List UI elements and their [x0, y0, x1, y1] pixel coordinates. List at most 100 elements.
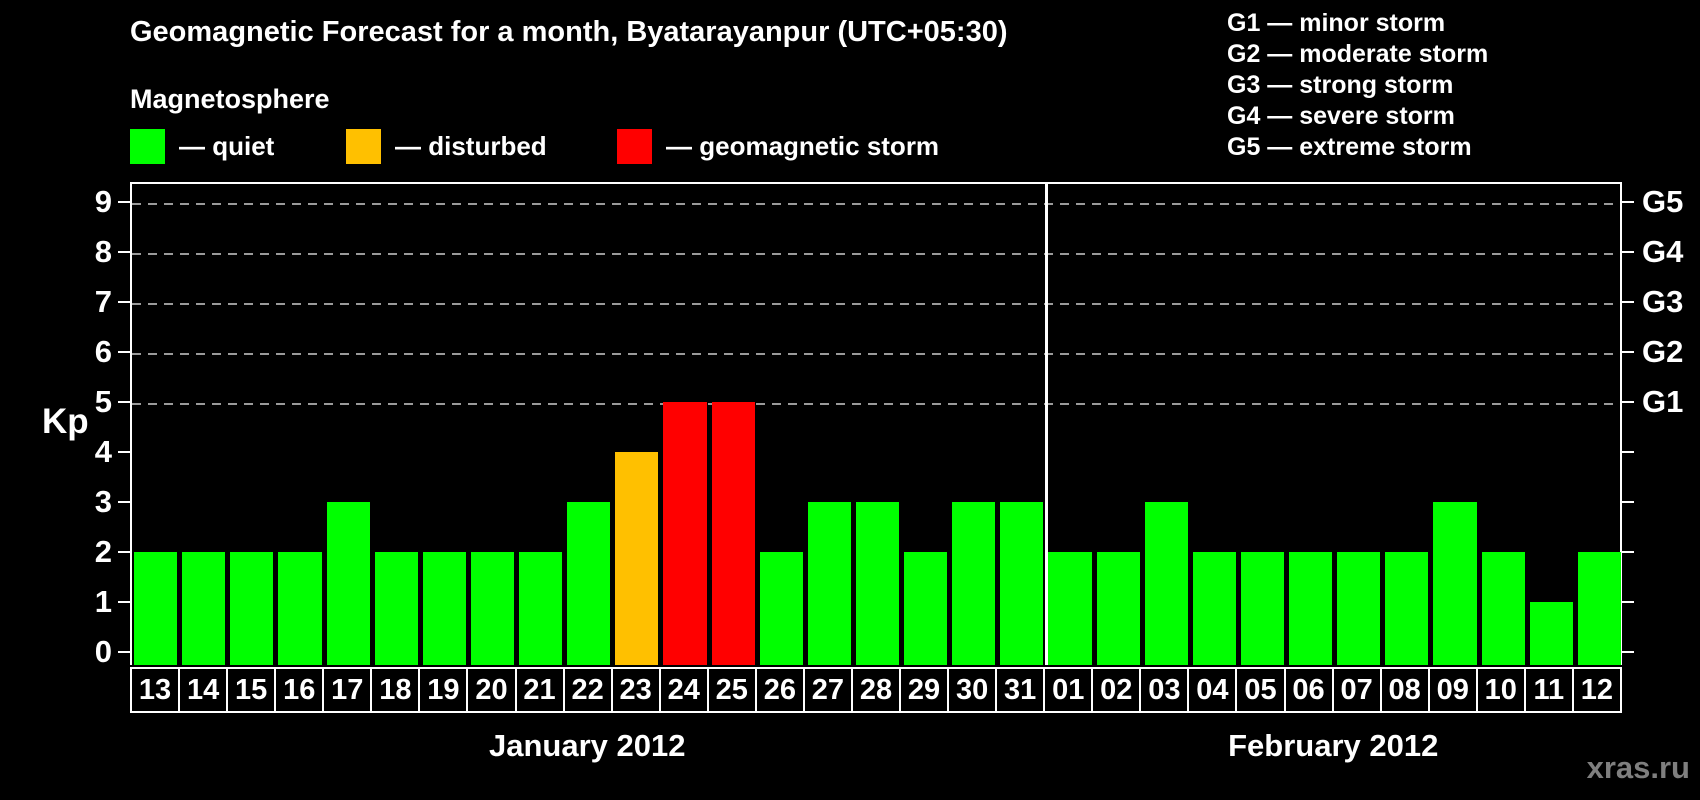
- g-axis-label-G2: G2: [1642, 334, 1684, 369]
- bar-day-24: [663, 402, 707, 665]
- date-cell-24: 24: [658, 667, 709, 713]
- date-cell-10: 10: [1475, 667, 1526, 713]
- y-axis-label-7: 7: [94, 284, 112, 319]
- bar-day-22: [567, 502, 611, 665]
- date-cell-12: 12: [1571, 667, 1622, 713]
- date-cell-05: 05: [1235, 667, 1286, 713]
- date-cell-29: 29: [899, 667, 950, 713]
- date-cell-31: 31: [995, 667, 1046, 713]
- date-cell-06: 06: [1283, 667, 1334, 713]
- bar-day-04: [1192, 552, 1236, 665]
- date-cell-23: 23: [610, 667, 661, 713]
- g-legend-line: G1 — minor storm: [1227, 9, 1446, 37]
- date-cell-22: 22: [562, 667, 613, 713]
- bar-day-18: [374, 552, 418, 665]
- g-legend-line: G4 — severe storm: [1227, 102, 1455, 130]
- date-cell-02: 02: [1091, 667, 1142, 713]
- right-tick-kp-5: [1622, 401, 1634, 403]
- bar-day-11: [1529, 602, 1573, 665]
- bar-day-23: [615, 452, 659, 665]
- bar-day-12: [1577, 552, 1621, 665]
- date-cell-25: 25: [706, 667, 757, 713]
- right-tick-kp-4: [1622, 451, 1634, 453]
- date-cell-27: 27: [802, 667, 853, 713]
- right-tick-kp-1: [1622, 601, 1634, 603]
- right-tick-kp-2: [1622, 551, 1634, 553]
- left-tick-kp-2: [118, 551, 130, 553]
- date-cell-08: 08: [1379, 667, 1430, 713]
- month-label: January 2012: [488, 728, 686, 763]
- g-axis-label-G1: G1: [1642, 384, 1684, 419]
- y-axis-label-6: 6: [94, 334, 112, 369]
- date-cell-13: 13: [130, 667, 181, 713]
- gridline-kp-9: [132, 203, 1620, 205]
- left-tick-kp-7: [118, 301, 130, 303]
- bar-day-10: [1481, 552, 1525, 665]
- date-cell-16: 16: [274, 667, 325, 713]
- disturbed-swatch-icon: [346, 128, 381, 164]
- kp-axis-label: Kp: [42, 402, 89, 441]
- g-scale-legend: G1 — minor storm G2 — moderate storm G3 — …: [1227, 8, 1488, 163]
- g-legend-line: G5 — extreme storm: [1227, 133, 1472, 161]
- bar-day-21: [519, 552, 563, 665]
- bar-day-06: [1289, 552, 1333, 665]
- watermark: xras.ru: [1586, 750, 1690, 785]
- g-legend-line: G2 — moderate storm: [1227, 40, 1489, 68]
- left-tick-kp-5: [118, 401, 130, 403]
- gridline-kp-5: [132, 403, 1620, 405]
- left-tick-kp-1: [118, 601, 130, 603]
- bar-day-03: [1144, 502, 1188, 665]
- left-tick-kp-6: [118, 351, 130, 353]
- bar-day-05: [1240, 552, 1285, 665]
- date-cell-20: 20: [466, 667, 517, 713]
- right-tick-kp-3: [1622, 501, 1634, 503]
- bar-day-28: [855, 502, 900, 665]
- month-label: February 2012: [1228, 728, 1439, 763]
- bar-day-08: [1385, 552, 1429, 665]
- bar-day-27: [807, 502, 851, 665]
- date-cell-03: 03: [1139, 667, 1190, 713]
- date-cell-07: 07: [1331, 667, 1382, 713]
- legend-item-disturbed: — disturbed: [346, 128, 547, 164]
- date-cell-26: 26: [754, 667, 805, 713]
- bar-day-26: [759, 552, 803, 665]
- bar-day-31: [1000, 502, 1044, 665]
- bar-day-07: [1337, 552, 1381, 665]
- right-tick-kp-7: [1622, 301, 1634, 303]
- plot-area: [130, 182, 1622, 665]
- date-cell-04: 04: [1187, 667, 1238, 713]
- legend-item-storm: — geomagnetic storm: [617, 128, 939, 164]
- left-tick-kp-9: [118, 201, 130, 203]
- left-tick-kp-0: [118, 651, 130, 653]
- gridline-kp-8: [132, 253, 1620, 255]
- quiet-swatch-icon: [130, 128, 165, 164]
- date-cell-09: 09: [1427, 667, 1478, 713]
- y-axis-label-4: 4: [94, 434, 112, 469]
- date-cell-28: 28: [850, 667, 901, 713]
- bar-day-15: [230, 552, 274, 665]
- chart-title: Geomagnetic Forecast for a month, Byatar…: [130, 16, 1008, 48]
- g-axis-label-G3: G3: [1642, 284, 1684, 319]
- y-axis-label-3: 3: [94, 484, 112, 519]
- y-axis-label-0: 0: [94, 634, 112, 669]
- right-tick-kp-0: [1622, 651, 1634, 653]
- date-cell-11: 11: [1523, 667, 1574, 713]
- left-tick-kp-8: [118, 251, 130, 253]
- legend-item-label: — quiet: [179, 130, 275, 161]
- g-axis-label-G5: G5: [1642, 184, 1684, 219]
- bar-day-16: [278, 552, 322, 665]
- y-axis-label-9: 9: [94, 184, 112, 219]
- right-tick-kp-6: [1622, 351, 1634, 353]
- bar-day-29: [904, 552, 948, 665]
- bar-day-09: [1433, 502, 1477, 665]
- gridline-kp-7: [132, 303, 1620, 305]
- bar-day-13: [134, 552, 178, 665]
- bar-day-17: [326, 502, 370, 665]
- left-tick-kp-3: [118, 501, 130, 503]
- y-axis-label-2: 2: [94, 534, 112, 569]
- date-axis: 13 14 15 16 17 18 19 20 21 22 23 24 25 26 27 28 29 30 31 01…: [130, 667, 1622, 713]
- magnetosphere-legend-heading: Magnetosphere: [130, 84, 330, 114]
- bar-day-25: [711, 402, 755, 665]
- bar-day-02: [1096, 552, 1140, 665]
